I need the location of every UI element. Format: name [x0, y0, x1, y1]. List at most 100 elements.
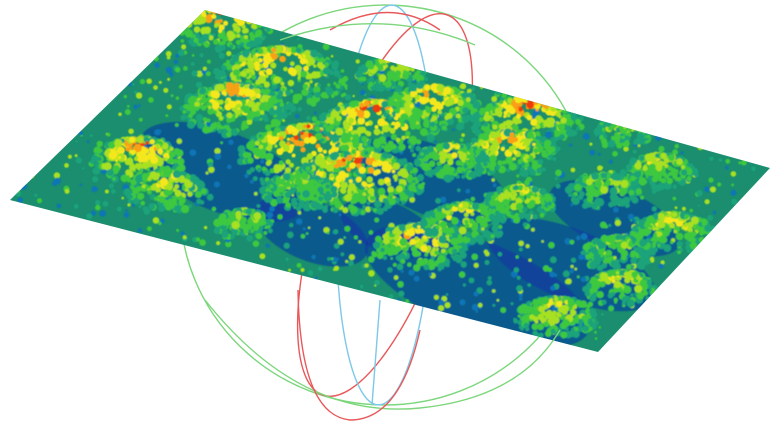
canopy-point	[355, 176, 362, 183]
canopy-point	[212, 67, 221, 76]
canopy-point	[219, 116, 224, 121]
canopy-point	[394, 55, 402, 62]
canopy-point	[530, 96, 536, 102]
canopy-point	[517, 198, 523, 204]
ground-point	[353, 235, 358, 240]
ground-point	[388, 123, 392, 127]
canopy-point	[438, 235, 447, 244]
canopy-point	[218, 106, 223, 110]
ground-point	[260, 159, 265, 164]
canopy-point	[238, 10, 244, 14]
ground-point	[613, 207, 619, 213]
canopy-point	[497, 190, 502, 195]
ground-point	[393, 275, 399, 280]
canopy-point	[320, 138, 325, 143]
canopy-point	[285, 202, 292, 208]
canopy-point	[393, 55, 399, 61]
canopy-point	[408, 59, 415, 66]
canopy-point	[330, 110, 338, 117]
ground-point	[632, 219, 636, 222]
canopy-point	[500, 146, 506, 152]
canopy-point	[385, 167, 391, 173]
canopy-point	[225, 82, 234, 91]
canopy-point	[428, 258, 435, 265]
canopy-point	[332, 134, 340, 143]
canopy-point	[400, 59, 405, 64]
ground-point	[250, 179, 254, 184]
canopy-point	[246, 42, 251, 47]
canopy-point	[245, 6, 249, 10]
canopy-point	[470, 96, 475, 101]
canopy-point	[537, 158, 544, 165]
canopy-point	[197, 121, 205, 129]
canopy-point	[253, 10, 258, 15]
canopy-point	[527, 97, 532, 101]
ground-point	[340, 93, 345, 98]
canopy-point	[435, 103, 441, 109]
canopy-point	[255, 18, 261, 23]
ground-point	[623, 146, 629, 152]
canopy-point	[416, 174, 424, 182]
ground-point	[471, 253, 478, 260]
canopy-point	[189, 13, 194, 18]
canopy-point	[295, 123, 303, 131]
canopy-point	[146, 167, 150, 172]
canopy-point	[531, 185, 539, 193]
canopy-point	[261, 166, 267, 172]
ground-point	[56, 203, 62, 209]
canopy-point	[233, 14, 242, 23]
ground-point	[541, 240, 544, 243]
canopy-point	[213, 110, 217, 115]
canopy-point	[548, 101, 554, 107]
canopy-point	[281, 87, 286, 91]
canopy-point	[382, 81, 386, 86]
canopy-point	[191, 42, 196, 46]
canopy-point	[319, 71, 325, 77]
ground-point	[125, 209, 128, 212]
ground-point	[326, 231, 330, 235]
ground-point	[608, 305, 614, 312]
canopy-point	[293, 139, 301, 147]
canopy-point	[318, 64, 324, 70]
canopy-point	[410, 148, 414, 153]
ground-point	[548, 242, 555, 249]
ground-point	[256, 204, 261, 208]
ground-point	[500, 307, 507, 313]
ground-point	[207, 161, 214, 168]
canopy-point	[394, 56, 399, 60]
canopy-point	[406, 61, 412, 66]
canopy-point	[706, 234, 713, 241]
canopy-point	[314, 91, 321, 98]
canopy-point	[472, 112, 479, 119]
canopy-point	[442, 91, 448, 97]
canopy-point	[526, 131, 535, 139]
canopy-point	[533, 98, 537, 103]
canopy-point	[343, 122, 351, 130]
ground-point	[601, 312, 604, 316]
canopy-point	[325, 184, 330, 189]
canopy-point	[387, 56, 392, 61]
canopy-point	[539, 187, 547, 196]
ground-point	[205, 121, 212, 128]
canopy-point	[232, 3, 239, 10]
ground-point	[167, 77, 171, 81]
canopy-point	[222, 10, 230, 12]
canopy-point	[489, 131, 497, 139]
canopy-point	[518, 142, 527, 150]
canopy-point	[472, 202, 479, 210]
ground-point	[649, 256, 655, 262]
canopy-point	[380, 247, 385, 253]
ground-point	[388, 293, 394, 299]
canopy-point	[462, 201, 470, 209]
canopy-point	[548, 97, 557, 106]
ground-point	[244, 173, 249, 178]
canopy-point	[214, 2, 221, 9]
ground-point	[252, 240, 260, 247]
canopy-point	[262, 185, 267, 190]
ground-point	[67, 154, 72, 159]
canopy-point	[505, 106, 511, 112]
ground-point	[473, 262, 479, 268]
canopy-point	[296, 191, 301, 196]
